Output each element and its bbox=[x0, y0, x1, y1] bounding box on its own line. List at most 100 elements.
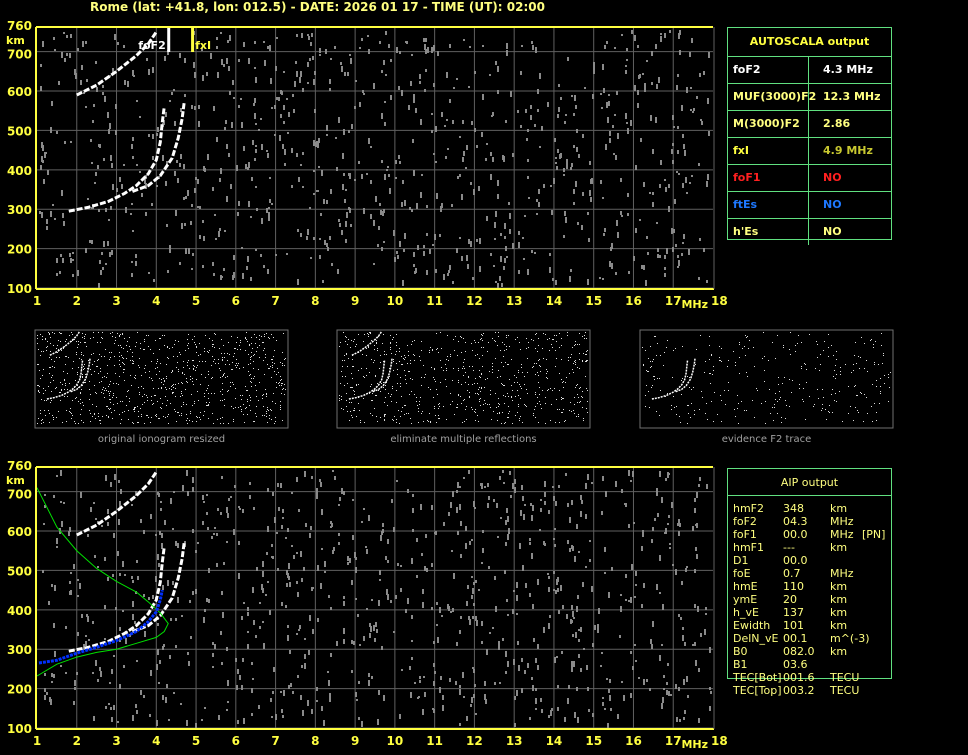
noise-echo bbox=[468, 86, 470, 88]
noise-echo bbox=[651, 82, 653, 85]
noise-echo bbox=[37, 343, 38, 344]
noise-echo bbox=[646, 679, 648, 682]
noise-echo bbox=[268, 410, 269, 411]
noise-echo bbox=[521, 367, 522, 368]
noise-echo bbox=[182, 372, 183, 373]
noise-echo bbox=[175, 618, 177, 621]
noise-echo bbox=[548, 587, 550, 592]
noise-echo bbox=[375, 375, 376, 376]
noise-echo bbox=[548, 510, 550, 514]
noise-echo bbox=[109, 384, 110, 385]
noise-echo bbox=[835, 378, 836, 379]
noise-echo bbox=[574, 712, 576, 718]
noise-echo bbox=[671, 228, 673, 234]
noise-echo bbox=[621, 489, 623, 493]
noise-echo bbox=[468, 377, 469, 378]
noise-echo bbox=[343, 332, 344, 333]
noise-echo bbox=[490, 253, 492, 256]
noise-echo bbox=[197, 179, 199, 184]
noise-echo bbox=[429, 352, 430, 353]
noise-echo bbox=[552, 390, 553, 391]
noise-echo bbox=[184, 374, 185, 375]
noise-echo bbox=[263, 265, 265, 268]
noise-echo bbox=[381, 383, 382, 384]
noise-echo bbox=[548, 715, 550, 718]
noise-echo bbox=[114, 474, 116, 480]
noise-echo bbox=[446, 368, 447, 369]
noise-echo bbox=[721, 361, 722, 362]
noise-echo bbox=[134, 411, 135, 412]
thumbnail-panel bbox=[336, 329, 591, 429]
noise-echo bbox=[149, 377, 150, 378]
noise-echo bbox=[669, 547, 671, 549]
noise-echo bbox=[366, 549, 368, 554]
param-name: foF2 bbox=[728, 57, 809, 83]
noise-echo bbox=[541, 126, 543, 131]
noise-echo bbox=[148, 597, 150, 600]
noise-echo bbox=[373, 625, 375, 631]
noise-echo bbox=[770, 413, 771, 414]
noise-echo bbox=[441, 112, 443, 117]
noise-echo bbox=[195, 177, 197, 180]
noise-echo bbox=[821, 410, 822, 411]
noise-echo bbox=[208, 374, 209, 375]
noise-echo bbox=[606, 678, 608, 680]
noise-echo bbox=[704, 372, 705, 373]
noise-echo bbox=[253, 355, 254, 356]
noise-echo bbox=[602, 64, 604, 70]
noise-echo bbox=[330, 607, 332, 610]
noise-echo bbox=[660, 39, 662, 42]
noise-echo bbox=[174, 344, 175, 345]
noise-echo bbox=[518, 270, 520, 274]
noise-echo bbox=[678, 260, 680, 266]
noise-echo bbox=[108, 129, 110, 134]
noise-echo bbox=[625, 65, 627, 67]
noise-echo bbox=[604, 572, 606, 574]
noise-echo bbox=[56, 348, 57, 349]
noise-echo bbox=[774, 407, 775, 408]
noise-echo bbox=[314, 71, 316, 75]
noise-echo bbox=[267, 153, 269, 158]
noise-echo bbox=[475, 355, 476, 356]
noise-echo bbox=[80, 392, 81, 393]
noise-echo bbox=[216, 137, 218, 142]
noise-echo bbox=[735, 365, 736, 366]
noise-echo bbox=[497, 283, 499, 289]
noise-echo bbox=[109, 252, 111, 257]
noise-echo bbox=[346, 353, 347, 354]
noise-echo bbox=[376, 343, 377, 344]
noise-echo bbox=[297, 229, 299, 232]
aip-cell: B0 bbox=[733, 645, 748, 658]
noise-echo bbox=[42, 160, 44, 163]
noise-echo bbox=[42, 375, 43, 376]
noise-echo bbox=[434, 406, 435, 407]
noise-echo bbox=[789, 406, 790, 407]
noise-echo bbox=[689, 182, 691, 184]
noise-echo bbox=[396, 345, 397, 346]
noise-echo bbox=[381, 70, 383, 73]
noise-echo bbox=[233, 97, 235, 99]
noise-echo bbox=[538, 345, 539, 346]
noise-echo bbox=[359, 644, 361, 646]
noise-echo bbox=[451, 204, 453, 207]
noise-echo bbox=[126, 358, 127, 359]
noise-echo bbox=[507, 661, 509, 667]
noise-echo bbox=[410, 418, 411, 419]
noise-echo bbox=[105, 208, 107, 212]
noise-echo bbox=[769, 389, 770, 390]
noise-echo bbox=[563, 398, 564, 399]
noise-echo bbox=[225, 364, 226, 365]
noise-echo bbox=[81, 369, 82, 370]
noise-echo bbox=[60, 501, 62, 503]
noise-echo bbox=[509, 379, 510, 380]
noise-echo bbox=[65, 341, 66, 342]
noise-echo bbox=[271, 334, 272, 335]
noise-echo bbox=[51, 584, 53, 587]
noise-echo bbox=[575, 387, 576, 388]
noise-echo bbox=[540, 698, 542, 702]
noise-echo bbox=[790, 354, 791, 355]
noise-echo bbox=[458, 395, 459, 396]
noise-echo bbox=[880, 378, 881, 379]
noise-echo bbox=[281, 709, 283, 713]
noise-echo bbox=[169, 100, 171, 102]
